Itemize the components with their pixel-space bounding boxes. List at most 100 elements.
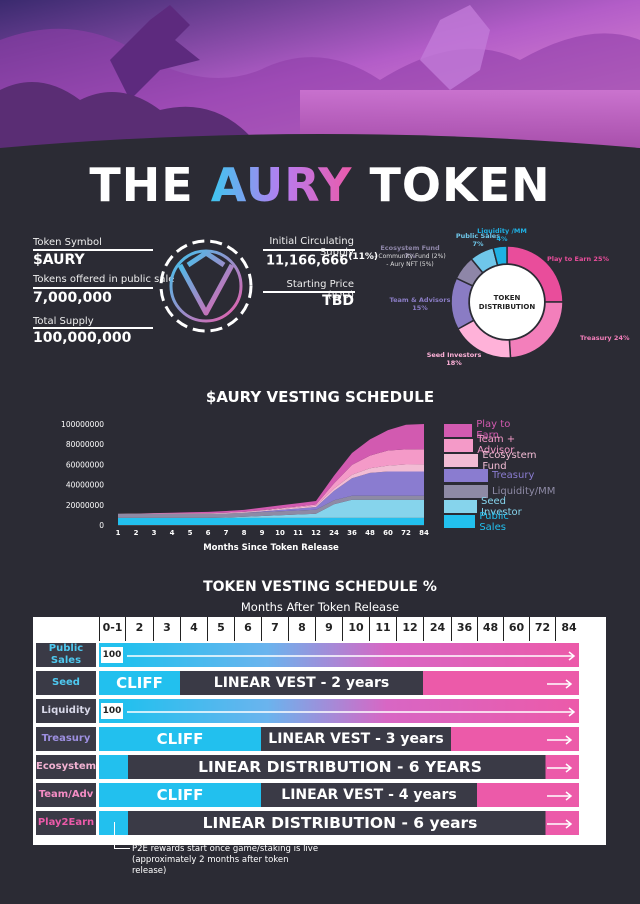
public-sale-value: 7,000,000 — [33, 290, 112, 306]
y-tick-label: 40000000 — [66, 481, 104, 490]
note-pointer — [114, 848, 130, 849]
schedule-table: 0-1 2 3 4 5 6 7 8 9 10 11 12 24 36 48 60 72 84 Public Sale… — [33, 617, 606, 845]
schedule-col-header: 0-1 — [99, 617, 125, 641]
schedule-col-header: 5 — [207, 617, 234, 641]
token-distribution-donut: Play to Earn 25% Treasury 24% Seed Investo… — [374, 227, 630, 367]
legend-item: Seed Investor — [444, 496, 533, 518]
donut-slice-liquidity-mm — [492, 245, 508, 267]
legend-label: Seed Investor — [481, 495, 522, 518]
unlock-badge: 100 — [101, 647, 123, 663]
x-tick-label: 84 — [419, 529, 429, 537]
x-axis-label: Months Since Token Release — [203, 543, 339, 553]
schedule-col-header: 60 — [503, 617, 529, 641]
donut-label: Ecosystem Fund 7% — [380, 244, 440, 260]
legend-label: Ecosystem Fund — [482, 449, 537, 472]
y-tick-label: 60000000 — [66, 460, 104, 469]
vest-label: LINEAR VEST - 3 years — [268, 731, 444, 747]
distribution-label: LINEAR DISTRIBUTION - 6 years — [202, 814, 478, 832]
x-tick-label: 9 — [260, 529, 265, 537]
note-line: P2E rewards start once game/staking is l… — [132, 844, 319, 854]
legend-item: Public Sales — [444, 511, 522, 533]
legend-item: Treasury — [444, 469, 534, 483]
arrow-icon — [547, 819, 573, 829]
token-symbol-label: Token Symbol — [33, 237, 102, 248]
area-series-treasury — [118, 471, 424, 514]
schedule-col-header: 4 — [180, 617, 207, 641]
area-series-seed-investor — [118, 499, 424, 518]
divider — [33, 287, 153, 289]
schedule-row-label: Seed — [36, 671, 96, 695]
total-supply-label: Total Supply — [33, 316, 94, 327]
page-title: THE AURY TOKEN — [0, 158, 640, 212]
starting-price-value: TBD — [322, 293, 354, 309]
legend-label: Team + Advisor — [477, 434, 516, 457]
vest-label: LINEAR VEST - 2 years — [213, 675, 390, 691]
schedule-title: TOKEN VESTING SCHEDULE % — [203, 579, 437, 595]
schedule-col-header: 24 — [423, 617, 451, 641]
schedule-col-header: 8 — [288, 617, 315, 641]
schedule-row-label: Ecosystem — [36, 755, 96, 779]
donut-center-label: DISTRIBUTION — [479, 303, 536, 311]
area-series-ecosystem-fund — [118, 464, 424, 514]
arrow-icon — [547, 791, 573, 801]
legend-label: Treasury — [492, 470, 535, 482]
schedule-col-header: 12 — [396, 617, 423, 641]
note-line: (approximately 2 months after token — [132, 855, 289, 865]
title-the: THE — [89, 158, 194, 212]
legend-swatch — [444, 515, 476, 529]
aury-logo-icon — [159, 239, 253, 333]
vest-label: LINEAR VEST - 4 years — [281, 787, 457, 803]
y-tick-label: 0 — [99, 521, 104, 530]
x-tick-label: 10 — [275, 529, 285, 537]
arrow-icon — [547, 763, 573, 773]
cliff-segment: CLIFF — [99, 671, 180, 695]
distribution-label: LINEAR DISTRIBUTION - 6 YEARS — [198, 758, 482, 776]
schedule-row-label: Public Sales — [36, 643, 96, 667]
donut-label: Treasury 24% — [580, 334, 630, 342]
cliff-segment: CLIFF — [99, 783, 261, 807]
schedule-col-header: 36 — [451, 617, 477, 641]
circulating-supply-value: 11,166,666(11%) — [266, 252, 378, 268]
donut-center — [470, 265, 544, 339]
p2e-note: P2E rewards start once game/staking is l… — [132, 844, 318, 877]
y-tick-label: 100000000 — [61, 420, 104, 429]
schedule-bar — [99, 699, 579, 723]
schedule-row-label: Play2Earn — [36, 811, 96, 835]
area-series-liquidity-mm — [118, 495, 424, 518]
vesting-chart-title: $AURY VESTING SCHEDULE — [205, 388, 435, 406]
note-pointer — [114, 822, 115, 848]
vesting-area-chart: 0 20000000 40000000 60000000 80000000 1000000… — [61, 420, 429, 553]
schedule-col-header: 6 — [234, 617, 261, 641]
title-token: TOKEN — [369, 158, 551, 212]
area-series-play-to-earn — [118, 424, 424, 514]
arrow-icon — [547, 735, 573, 745]
schedule-bar — [99, 643, 579, 667]
schedule-bar — [99, 811, 579, 835]
legend-swatch — [444, 454, 479, 468]
unlock-badge: 100 — [101, 703, 123, 719]
divider — [263, 249, 355, 251]
schedule-col-header: 3 — [153, 617, 180, 641]
donut-label: Public Sales 7% — [456, 232, 500, 248]
x-tick-label: 11 — [293, 529, 303, 537]
divider — [33, 327, 153, 329]
circulating-supply-pct: (11%) — [348, 252, 379, 262]
x-tick-label: 24 — [329, 529, 339, 537]
legend-swatch — [444, 423, 473, 437]
y-tick-label: 80000000 — [66, 440, 104, 449]
legend-item: Play to Earn — [444, 419, 515, 441]
schedule-col-header: 72 — [529, 617, 555, 641]
x-tick-label: 36 — [347, 529, 357, 537]
starting-price-label: Starting Price (IDO) — [286, 279, 354, 301]
x-tick-label: 8 — [242, 529, 247, 537]
x-tick-label: 7 — [224, 529, 229, 537]
arrow-icon — [127, 651, 576, 661]
schedule-col-header: 84 — [555, 617, 582, 641]
donut-sub-label: - Community Fund (2%) — [374, 253, 445, 260]
schedule-col-header: 48 — [477, 617, 503, 641]
vest-complete-segment — [477, 783, 579, 807]
legend-swatch — [444, 438, 474, 452]
x-tick-label: 5 — [188, 529, 193, 537]
donut-sub-label: - Aury NFT (5%) — [386, 261, 434, 268]
schedule-col-header: 7 — [261, 617, 288, 641]
